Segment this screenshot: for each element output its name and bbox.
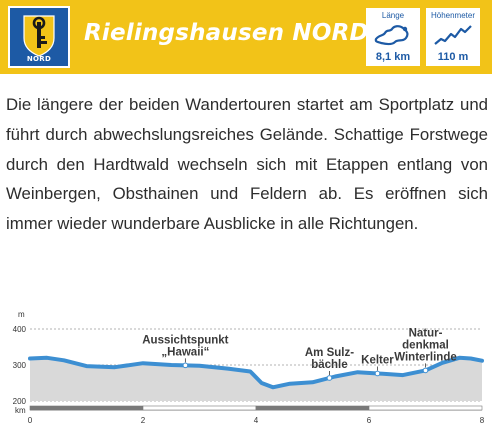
- elevation-profile-icon: [434, 25, 472, 45]
- page-title: Rielingshausen NORD: [84, 20, 369, 46]
- x-tick-label: 4: [254, 416, 259, 425]
- elevation-profile-chart: m 400 300 200 km 0 2 4 6 8 Aussichtspunkt„Hawa…: [13, 310, 485, 425]
- y-tick-label: 300: [13, 361, 27, 370]
- y-axis-unit: m: [18, 310, 25, 319]
- y-tick-label: 400: [13, 325, 27, 334]
- length-badge: Länge 8,1 km: [366, 8, 420, 66]
- distance-scale-segment: [142, 405, 257, 411]
- length-value: 8,1 km: [375, 51, 411, 63]
- poi-label: denkmal: [402, 339, 449, 351]
- poi-label: Kelter: [361, 354, 394, 366]
- distance-scale-segment: [255, 405, 370, 411]
- distance-scale-segment: [29, 405, 144, 411]
- distance-scale-segment: [368, 405, 483, 411]
- poi-marker: [182, 362, 189, 369]
- elevation-line: [28, 355, 484, 390]
- elevation-value: 110 m: [437, 51, 469, 63]
- poi-marker: [326, 375, 333, 381]
- poi-label: Am Sulz-: [305, 347, 354, 359]
- crest-label: NORD: [26, 55, 52, 63]
- x-tick-label: 6: [367, 416, 372, 425]
- x-tick-label: 0: [28, 416, 33, 425]
- poi-label: bächle: [311, 359, 347, 371]
- poi-label: „Hawaii“: [161, 346, 209, 358]
- x-tick-label: 8: [480, 416, 485, 425]
- x-axis-unit: km: [15, 406, 26, 415]
- municipal-crest: NORD: [8, 6, 70, 68]
- elevation-badge: Höhenmeter 110 m: [426, 8, 480, 66]
- elevation-label: Höhenmeter: [430, 11, 476, 20]
- poi-label: Natur-: [409, 327, 443, 339]
- poi-marker: [422, 367, 429, 374]
- x-tick-label: 2: [141, 416, 146, 425]
- poi-label: Aussichtspunkt: [142, 334, 228, 346]
- length-label: Länge: [381, 11, 405, 20]
- tour-description: Die längere der beiden Wandertouren star…: [6, 95, 488, 234]
- poi-marker: [374, 370, 381, 377]
- crest-shield-icon: [23, 15, 55, 57]
- header-banner: NORD Rielingshausen NORD Länge 8,1 km Hö…: [0, 0, 492, 74]
- poi-label: Winterlinde: [394, 351, 457, 363]
- y-tick-label: 200: [13, 397, 27, 406]
- route-map-icon: [374, 25, 409, 46]
